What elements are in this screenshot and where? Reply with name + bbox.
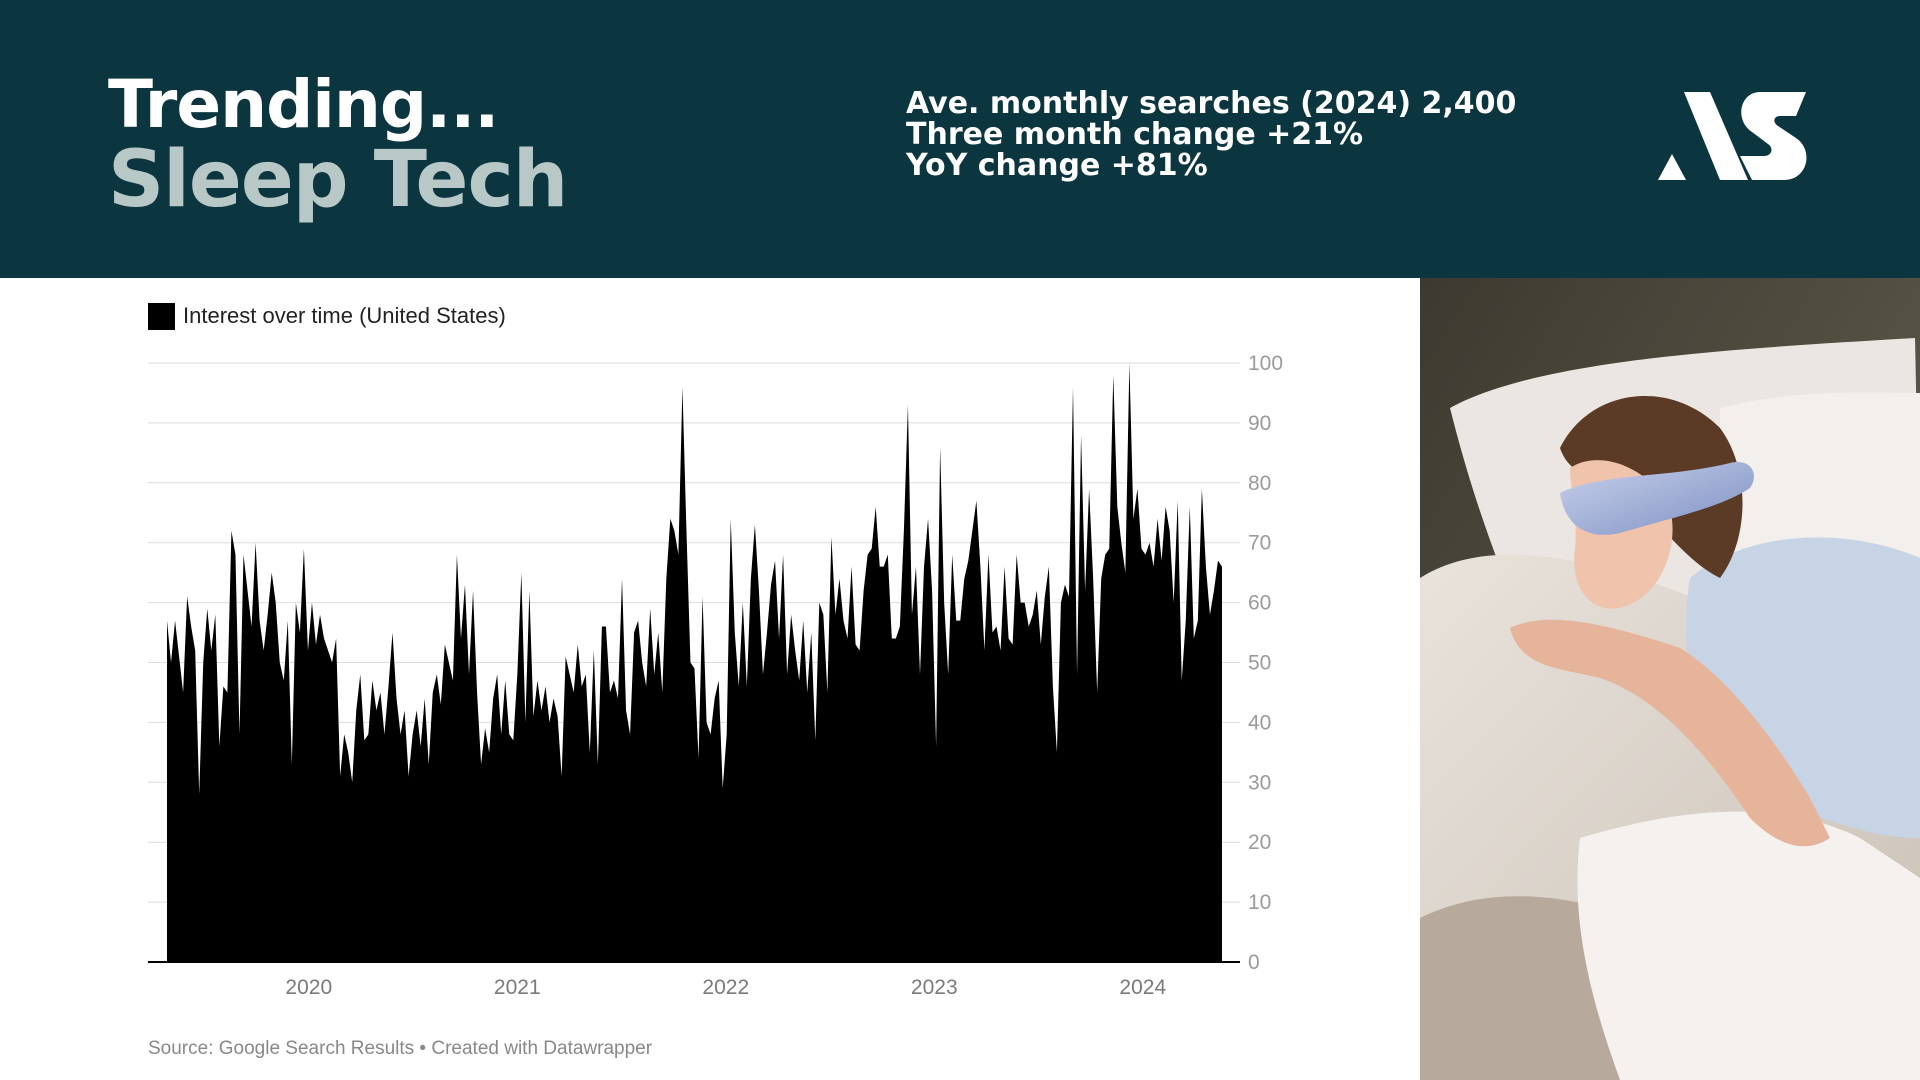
y-tick-label-20: 20: [1248, 831, 1271, 854]
header-banner: Trending... Sleep Tech Ave. monthly sear…: [0, 0, 1920, 278]
stat-yoy-change: YoY change +81%: [906, 148, 1208, 183]
legend-label: Interest over time (United States): [183, 303, 506, 328]
hero-photo-sleeping-woman: [1420, 278, 1920, 1080]
x-tick-label-2020: 2020: [285, 976, 332, 999]
y-tick-label-30: 30: [1248, 771, 1271, 794]
y-tick-label-40: 40: [1248, 711, 1271, 734]
x-tick-label-2024: 2024: [1119, 976, 1166, 999]
x-tick-label-2021: 2021: [494, 976, 541, 999]
interest-area-chart: 0 10 20 30 40 50 60 70 80 90 100 2020 2021 2022 2023 20…: [148, 352, 1283, 999]
stats-block: Ave. monthly searches (2024) 2,400 Three…: [906, 88, 1516, 181]
source-text: Source: Google Search Results: [148, 1038, 415, 1059]
y-tick-label-50: 50: [1248, 652, 1271, 675]
title-line-trending: Trending...: [108, 66, 499, 143]
y-tick-label-60: 60: [1248, 592, 1271, 615]
chart-source-note: Source: Google Search Results • Created …: [148, 1038, 652, 1060]
stat-three-month-change: Three month change +21%: [906, 117, 1364, 152]
series-area-interest: [167, 363, 1222, 962]
x-tick-label-2023: 2023: [911, 976, 958, 999]
y-tick-label-80: 80: [1248, 472, 1271, 495]
legend-swatch: [148, 302, 175, 330]
y-tick-label-100: 100: [1248, 352, 1283, 375]
y-tick-label-10: 10: [1248, 891, 1271, 914]
stat-monthly-searches: Ave. monthly searches (2024) 2,400: [906, 86, 1517, 121]
y-tick-label-90: 90: [1248, 412, 1271, 435]
photo-illustration: [1420, 278, 1920, 1080]
x-tick-label-2022: 2022: [702, 976, 749, 999]
chart-area: Interest over time (United States) 0 10 20…: [0, 278, 1420, 1080]
credit-text: Created with Datawrapper: [431, 1038, 653, 1059]
source-separator: •: [414, 1038, 432, 1059]
brand-logo-icon: [1658, 92, 1807, 180]
y-tick-label-0: 0: [1248, 951, 1260, 974]
y-tick-label-70: 70: [1248, 532, 1271, 555]
chart-legend: Interest over time (United States): [148, 302, 506, 330]
title-line-topic: Sleep Tech: [108, 135, 568, 225]
